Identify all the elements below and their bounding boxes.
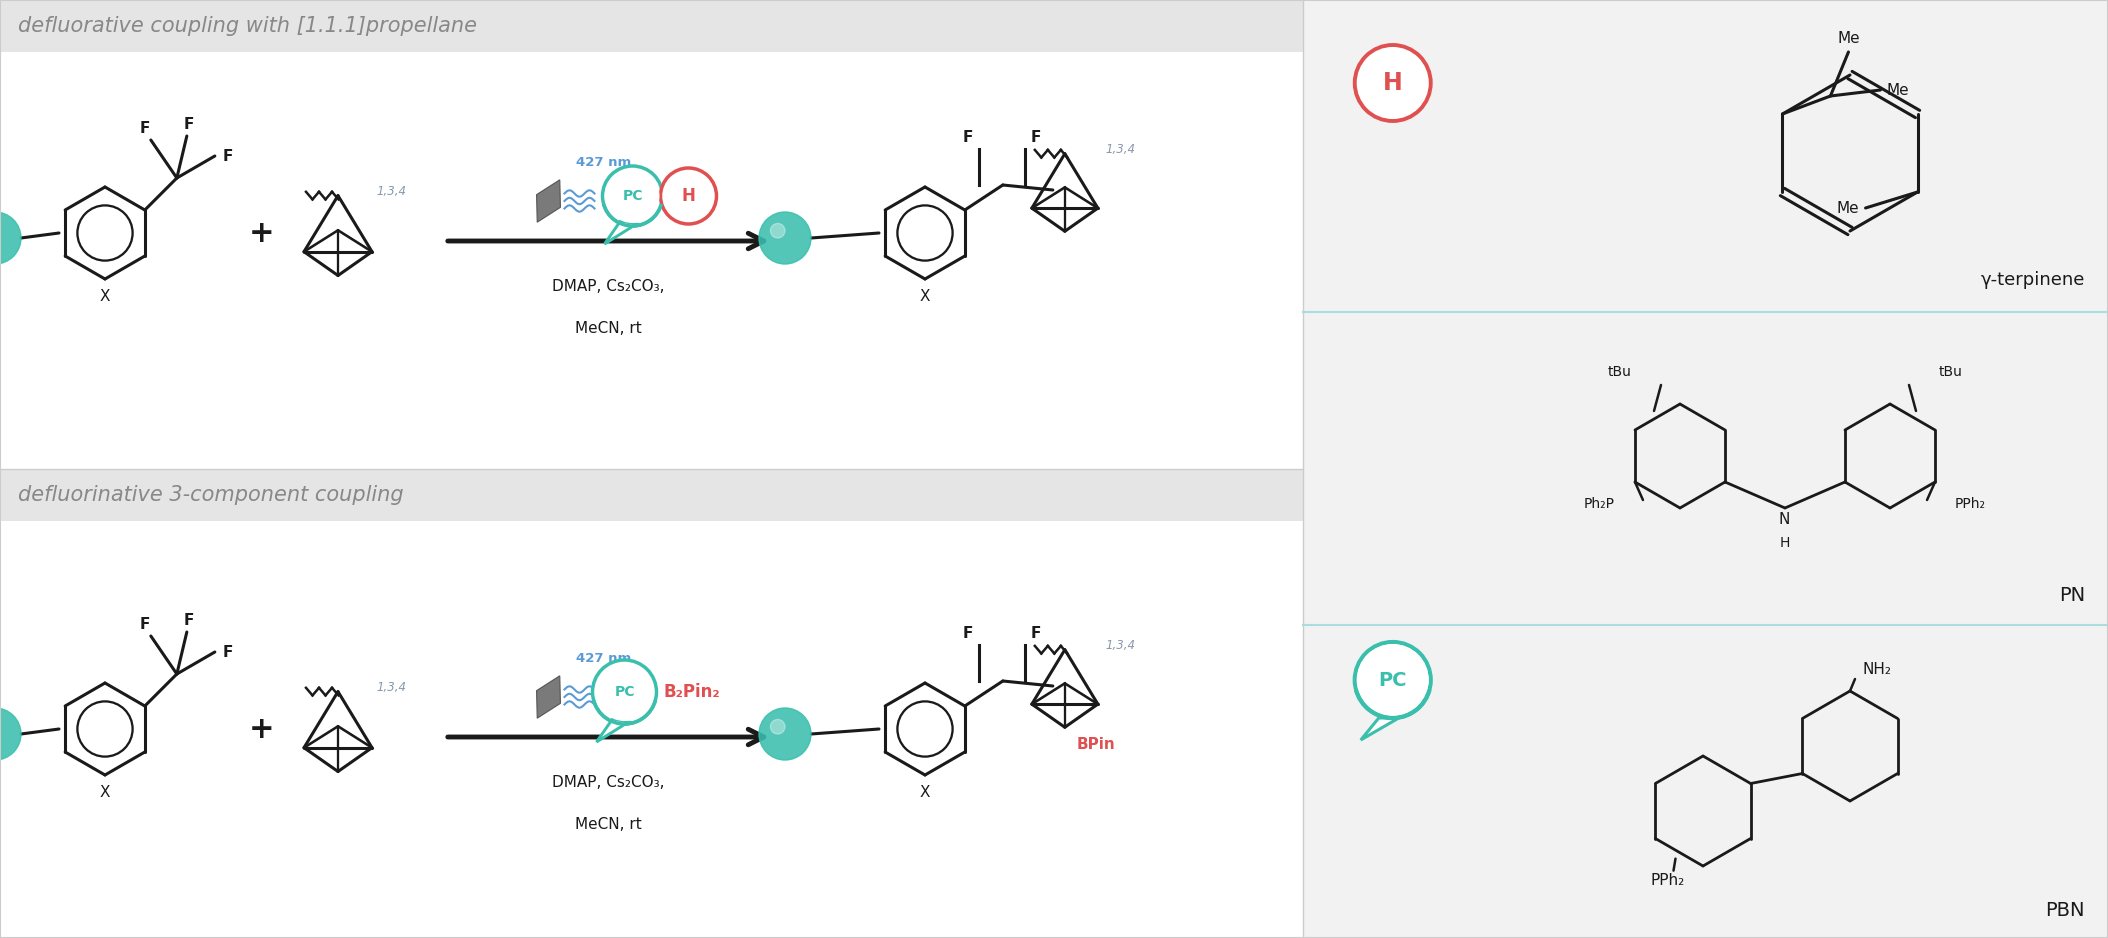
Bar	[0, 52, 1303, 469]
Text: defluorative coupling with [1.1.1]propellane: defluorative coupling with [1.1.1]propel…	[19, 16, 476, 36]
Circle shape	[0, 708, 21, 760]
Text: F: F	[183, 117, 194, 132]
Text: X: X	[919, 289, 930, 304]
Text: 1,3,4: 1,3,4	[1107, 639, 1136, 652]
Bar	[0, 0, 1303, 52]
Text: defluorinative 3-component coupling: defluorinative 3-component coupling	[19, 485, 403, 505]
Text: F: F	[139, 617, 150, 632]
Polygon shape	[538, 675, 561, 719]
Text: F: F	[1031, 626, 1041, 641]
Text: +: +	[249, 715, 274, 744]
Circle shape	[660, 168, 717, 224]
Text: PC: PC	[622, 189, 643, 203]
Circle shape	[759, 708, 812, 760]
Text: 1,3,4: 1,3,4	[375, 681, 407, 694]
Circle shape	[1358, 644, 1429, 716]
Bar	[1303, 0, 2108, 938]
Text: 1,3,4: 1,3,4	[375, 185, 407, 198]
Text: 1,3,4: 1,3,4	[1107, 144, 1136, 157]
Text: Me: Me	[1836, 201, 1859, 216]
Text: X: X	[99, 289, 110, 304]
Text: F: F	[183, 613, 194, 628]
Text: F: F	[963, 130, 972, 145]
Text: PBN: PBN	[2045, 900, 2085, 919]
Text: F: F	[963, 626, 972, 641]
Text: DMAP, Cs₂CO₃,: DMAP, Cs₂CO₃,	[552, 775, 664, 790]
Circle shape	[605, 169, 660, 223]
Circle shape	[1355, 45, 1431, 121]
Text: Me: Me	[1838, 31, 1859, 46]
Circle shape	[769, 719, 784, 734]
Circle shape	[1355, 642, 1431, 718]
Text: 427 nm: 427 nm	[575, 156, 630, 169]
Text: tBu: tBu	[1939, 365, 1963, 379]
Text: H: H	[1779, 536, 1790, 550]
Text: 427 nm: 427 nm	[575, 652, 630, 665]
Text: PC: PC	[613, 685, 635, 699]
Text: N: N	[1779, 512, 1790, 527]
Circle shape	[594, 663, 653, 721]
Text: PC: PC	[1379, 671, 1406, 689]
Text: F: F	[1031, 130, 1041, 145]
Text: X: X	[99, 785, 110, 800]
Text: PN: PN	[2060, 585, 2085, 604]
Text: DMAP, Cs₂CO₃,: DMAP, Cs₂CO₃,	[552, 279, 664, 294]
Text: +: +	[249, 219, 274, 248]
Polygon shape	[538, 180, 561, 222]
Text: F: F	[139, 121, 150, 136]
Text: H: H	[681, 187, 696, 205]
Text: H: H	[1383, 71, 1402, 95]
Circle shape	[0, 212, 21, 264]
Text: PPh₂: PPh₂	[1651, 872, 1684, 887]
Polygon shape	[1362, 718, 1400, 740]
Bar	[0, 521, 1303, 938]
Text: γ-terpinene: γ-terpinene	[1982, 271, 2085, 289]
Text: X: X	[919, 785, 930, 800]
Polygon shape	[597, 719, 628, 742]
Text: Ph₂P: Ph₂P	[1583, 497, 1615, 511]
Text: MeCN, rt: MeCN, rt	[575, 817, 641, 832]
Text: B₂Pin₂: B₂Pin₂	[664, 683, 721, 701]
Text: PPh₂: PPh₂	[1954, 497, 1986, 511]
Bar	[0, 469, 1303, 521]
Circle shape	[769, 223, 784, 238]
Circle shape	[759, 212, 812, 264]
Text: MeCN, rt: MeCN, rt	[575, 321, 641, 336]
Text: F: F	[223, 148, 234, 163]
Text: NH₂: NH₂	[1861, 662, 1891, 677]
Circle shape	[603, 166, 662, 226]
Text: BPin: BPin	[1077, 737, 1115, 752]
Text: F: F	[223, 644, 234, 659]
Text: Me: Me	[1887, 83, 1910, 98]
Circle shape	[592, 660, 656, 724]
Polygon shape	[605, 221, 637, 244]
Text: tBu: tBu	[1606, 365, 1632, 379]
